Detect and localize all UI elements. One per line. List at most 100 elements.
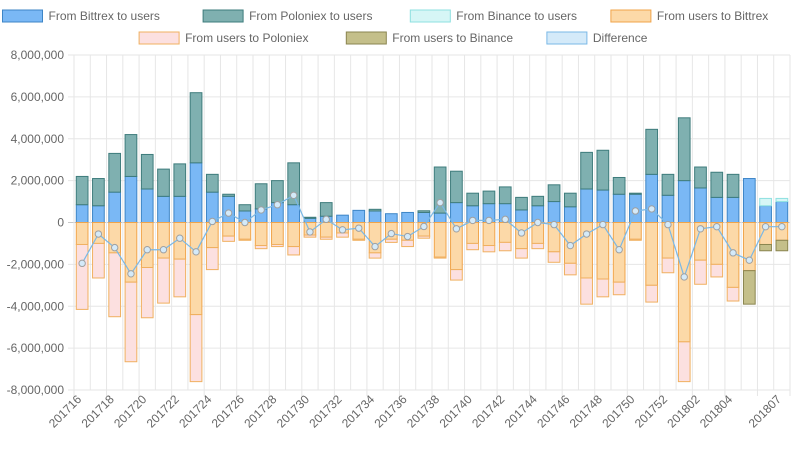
bar-from-users-to-poloniex-201718[interactable] xyxy=(108,252,122,318)
bar-from-bittrex-to-users-201749[interactable] xyxy=(612,193,626,223)
bar-from-poloniex-to-users-201750[interactable] xyxy=(629,192,642,195)
bar-from-poloniex-to-users-201724[interactable] xyxy=(205,173,219,193)
bar-from-users-to-poloniex-201722[interactable] xyxy=(173,258,187,298)
difference-point-201801[interactable] xyxy=(680,273,688,281)
bar-from-users-to-poloniex-201740[interactable] xyxy=(466,242,480,251)
bar-from-bittrex-to-users-201733[interactable] xyxy=(352,209,366,223)
bar-from-bittrex-to-users-201803[interactable] xyxy=(710,196,724,223)
bar-from-users-to-poloniex-201725[interactable] xyxy=(222,235,235,242)
bar-from-users-to-poloniex-201723[interactable] xyxy=(189,314,203,383)
difference-point-201720[interactable] xyxy=(143,246,151,254)
bar-from-poloniex-to-users-201727[interactable] xyxy=(254,183,268,210)
bar-from-users-to-bittrex-201729[interactable] xyxy=(287,222,301,248)
difference-point-201745[interactable] xyxy=(550,220,558,229)
bar-from-bittrex-to-users-201743[interactable] xyxy=(515,209,528,223)
difference-point-201739[interactable] xyxy=(452,225,461,233)
difference-point-201727[interactable] xyxy=(257,206,265,214)
bar-from-poloniex-to-users-201720[interactable] xyxy=(140,153,154,190)
bar-from-users-to-poloniex-201734[interactable] xyxy=(368,252,382,259)
bar-from-poloniex-to-users-201751[interactable] xyxy=(645,128,659,175)
bar-from-bittrex-to-users-201806[interactable] xyxy=(759,205,772,223)
difference-point-201721[interactable] xyxy=(159,246,168,254)
bar-from-bittrex-to-users-201719[interactable] xyxy=(124,175,138,223)
difference-point-201726[interactable] xyxy=(241,218,249,227)
bar-from-poloniex-to-users-201749[interactable] xyxy=(612,176,626,195)
bar-from-users-to-poloniex-201724[interactable] xyxy=(205,247,219,271)
bar-from-poloniex-to-users-201719[interactable] xyxy=(124,134,138,177)
bar-from-users-to-poloniex-201744[interactable] xyxy=(531,242,545,250)
bar-from-users-to-poloniex-201748[interactable] xyxy=(596,278,610,298)
bar-from-users-to-poloniex-201737[interactable] xyxy=(417,235,431,239)
bar-from-poloniex-to-users-201804[interactable] xyxy=(726,173,740,198)
difference-point-201743[interactable] xyxy=(517,229,526,237)
bar-from-bittrex-to-users-201747[interactable] xyxy=(580,188,593,223)
bar-from-users-to-poloniex-201751[interactable] xyxy=(645,284,659,303)
bar-from-bittrex-to-users-201752[interactable] xyxy=(661,194,675,223)
legend-item-from-binance-to-users[interactable]: From Binance to users xyxy=(409,9,577,23)
legend-item-from-poloniex-to-users[interactable]: From Poloniex to users xyxy=(202,9,372,23)
bar-from-users-to-poloniex-201727[interactable] xyxy=(254,245,268,250)
bar-from-poloniex-to-users-201722[interactable] xyxy=(173,163,187,197)
bar-from-poloniex-to-users-201747[interactable] xyxy=(580,151,593,190)
difference-point-201717[interactable] xyxy=(94,230,103,238)
bar-from-poloniex-to-users-201748[interactable] xyxy=(596,149,610,191)
bar-from-poloniex-to-users-201746[interactable] xyxy=(563,192,577,208)
difference-point-201802[interactable] xyxy=(696,225,705,233)
bar-from-users-to-poloniex-201732[interactable] xyxy=(336,232,349,238)
bar-from-poloniex-to-users-201739[interactable] xyxy=(450,170,463,204)
bar-from-users-to-poloniex-201728[interactable] xyxy=(271,243,284,248)
legend-item-from-users-to-binance[interactable]: From users to Binance xyxy=(345,31,513,45)
difference-point-201807[interactable] xyxy=(778,222,786,231)
difference-point-201729[interactable] xyxy=(289,191,298,199)
difference-point-201734[interactable] xyxy=(371,242,379,251)
bar-from-poloniex-to-users-201742[interactable] xyxy=(498,186,512,205)
bar-from-users-to-poloniex-201743[interactable] xyxy=(515,248,528,259)
difference-point-201751[interactable] xyxy=(647,205,656,213)
bar-from-bittrex-to-users-201739[interactable] xyxy=(450,202,463,223)
difference-point-201737[interactable] xyxy=(420,222,428,231)
difference-point-201735[interactable] xyxy=(387,229,396,238)
bar-from-users-to-binance-201807[interactable] xyxy=(775,239,789,252)
difference-point-201750[interactable] xyxy=(631,207,640,215)
bar-from-poloniex-to-users-201729[interactable] xyxy=(287,162,301,206)
difference-point-201725[interactable] xyxy=(224,209,233,217)
bar-from-users-to-bittrex-201728[interactable] xyxy=(271,222,284,245)
bar-from-users-to-bittrex-201741[interactable] xyxy=(482,222,496,247)
bar-from-bittrex-to-users-201720[interactable] xyxy=(140,188,154,223)
difference-point-201733[interactable] xyxy=(355,224,363,232)
difference-point-201738[interactable] xyxy=(436,198,444,207)
bar-from-users-to-poloniex-201738[interactable] xyxy=(433,256,447,259)
bar-from-users-to-bittrex-201750[interactable] xyxy=(629,222,642,240)
bar-from-users-to-poloniex-201749[interactable] xyxy=(612,281,626,296)
bar-from-bittrex-to-users-201802[interactable] xyxy=(694,187,707,223)
bar-from-users-to-poloniex-201741[interactable] xyxy=(482,245,496,253)
bar-from-users-to-bittrex-201751[interactable] xyxy=(645,222,659,286)
bar-from-bittrex-to-users-201748[interactable] xyxy=(596,189,610,223)
bar-from-users-to-binance-201806[interactable] xyxy=(759,243,772,252)
bar-from-bittrex-to-users-201751[interactable] xyxy=(645,173,659,223)
bar-from-users-to-poloniex-201735[interactable] xyxy=(384,238,398,243)
bar-from-users-to-poloniex-201742[interactable] xyxy=(498,241,512,252)
legend-item-from-users-to-poloniex[interactable]: From users to Poloniex xyxy=(138,31,308,45)
difference-point-201748[interactable] xyxy=(599,220,607,229)
bar-from-poloniex-to-users-201741[interactable] xyxy=(482,190,496,205)
bar-from-users-to-bittrex-201725[interactable] xyxy=(222,222,235,237)
bar-from-binance-to-users-201807[interactable] xyxy=(775,197,789,203)
bar-from-bittrex-to-users-201717[interactable] xyxy=(92,205,105,223)
bar-from-bittrex-to-users-201723[interactable] xyxy=(189,162,203,223)
difference-point-201746[interactable] xyxy=(566,241,575,250)
bar-from-poloniex-to-users-201725[interactable] xyxy=(222,193,235,197)
bar-from-users-to-poloniex-201803[interactable] xyxy=(710,263,724,278)
bar-from-users-to-bittrex-201740[interactable] xyxy=(466,222,480,244)
bar-from-bittrex-to-users-201722[interactable] xyxy=(173,195,187,223)
difference-point-201749[interactable] xyxy=(615,246,623,254)
bar-from-poloniex-to-users-201717[interactable] xyxy=(92,178,105,207)
bar-from-poloniex-to-users-201716[interactable] xyxy=(75,175,89,206)
bar-from-poloniex-to-users-201802[interactable] xyxy=(694,166,707,189)
bar-from-users-to-poloniex-201721[interactable] xyxy=(157,257,170,304)
bar-from-users-to-poloniex-201720[interactable] xyxy=(140,267,154,319)
difference-point-201747[interactable] xyxy=(582,230,591,238)
bar-from-users-to-binance-201805[interactable] xyxy=(742,270,756,305)
bar-from-bittrex-to-users-201732[interactable] xyxy=(336,214,349,223)
difference-point-201732[interactable] xyxy=(338,226,347,234)
